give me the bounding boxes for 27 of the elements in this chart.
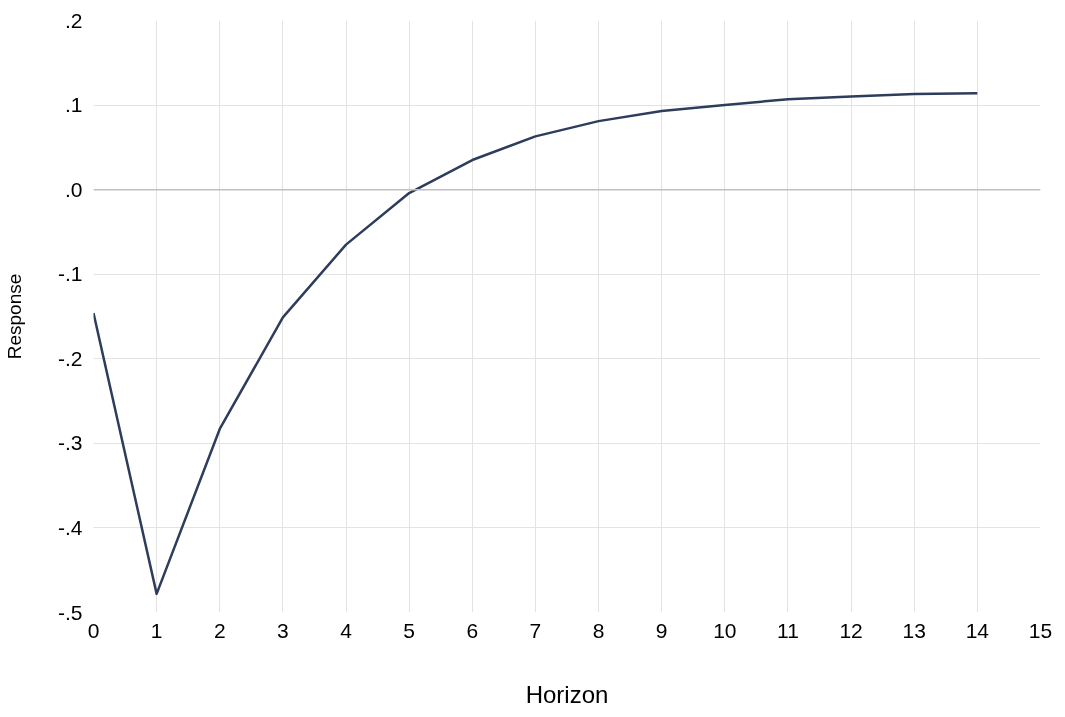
y-tick-label: -.3 bbox=[57, 431, 83, 455]
x-tick-label: 10 bbox=[713, 618, 737, 642]
y-tick-label: .2 bbox=[64, 8, 83, 32]
y-tick-label: -.1 bbox=[57, 262, 83, 286]
x-tick-label: 13 bbox=[902, 618, 926, 642]
y-tick-label: .0 bbox=[64, 177, 83, 201]
y-tick-label: -.4 bbox=[57, 515, 83, 539]
x-tick-label: 7 bbox=[529, 618, 542, 642]
line-series bbox=[93, 91, 979, 596]
x-tick-label: 14 bbox=[965, 618, 990, 642]
x-tick-label: 9 bbox=[655, 618, 668, 642]
x-tick-label: 15 bbox=[1028, 618, 1053, 642]
x-tick-label: 12 bbox=[839, 618, 863, 642]
y-tick-label: -.5 bbox=[57, 600, 83, 624]
x-axis-title: Horizon bbox=[525, 680, 609, 708]
x-tick-label: 8 bbox=[592, 618, 605, 642]
x-tick-label: 6 bbox=[466, 618, 479, 642]
x-tick-label: 0 bbox=[87, 618, 100, 642]
y-tick-label: -.2 bbox=[57, 346, 83, 370]
x-tick-label: 5 bbox=[403, 618, 416, 642]
y-axis-title: Response bbox=[3, 273, 25, 360]
x-tick-label: 3 bbox=[277, 618, 289, 642]
x-tick-label: 1 bbox=[150, 618, 163, 642]
x-tick-label: 2 bbox=[213, 618, 226, 642]
y-tick-label: .1 bbox=[64, 93, 83, 117]
x-tick-label: 11 bbox=[777, 618, 799, 642]
x-tick-label: 4 bbox=[340, 618, 353, 642]
